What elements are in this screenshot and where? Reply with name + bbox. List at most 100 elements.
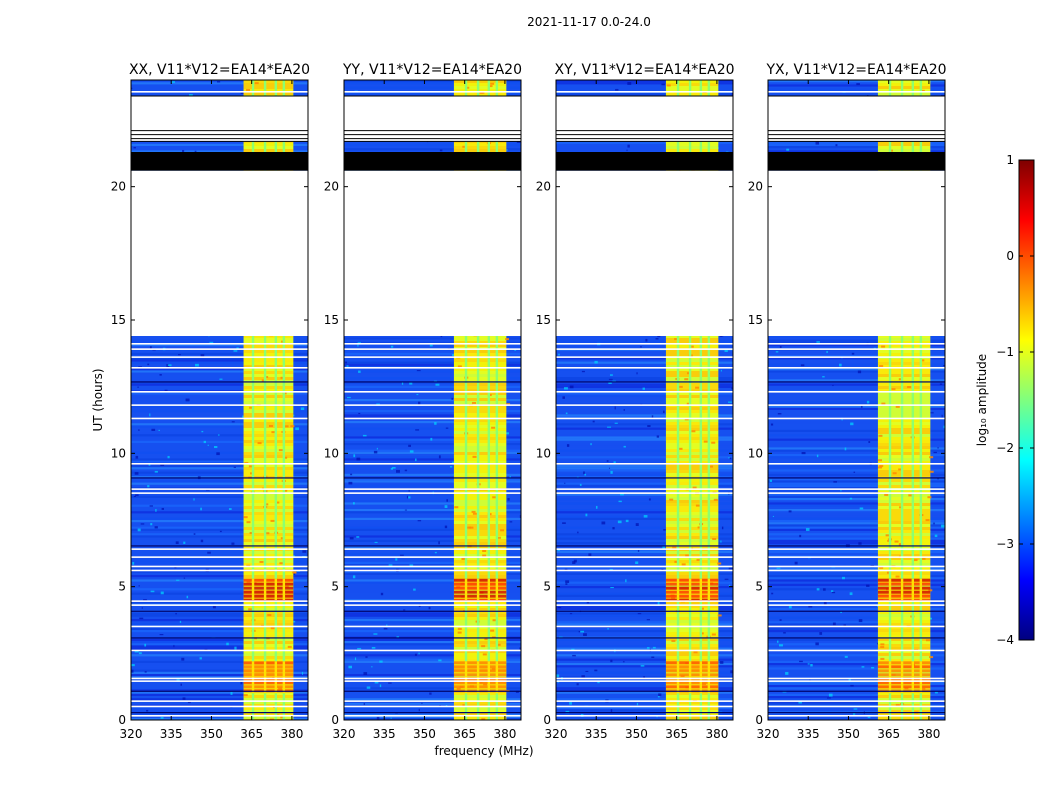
rfi-hot-speck bbox=[666, 84, 671, 87]
rfi-band-row bbox=[665, 473, 719, 476]
rfi-hot-speck bbox=[490, 629, 495, 632]
noise-speck bbox=[451, 461, 456, 464]
noise-row bbox=[556, 658, 733, 661]
noise-row bbox=[556, 614, 733, 617]
rfi-band-row bbox=[243, 551, 294, 554]
rfi-band-row bbox=[453, 431, 507, 434]
rfi-band-row bbox=[665, 371, 719, 374]
noise-speck bbox=[358, 370, 361, 373]
rfi-band-row bbox=[453, 623, 507, 626]
y-tick-label: 10 bbox=[111, 446, 126, 460]
noise-speck bbox=[815, 141, 819, 145]
y-tick-label: 0 bbox=[118, 713, 126, 727]
noise-speck bbox=[200, 539, 204, 543]
rfi-band-row bbox=[877, 557, 931, 560]
rfi-band-row bbox=[243, 647, 294, 650]
noise-speck bbox=[565, 412, 568, 415]
noise-row bbox=[344, 643, 521, 646]
noise-speck bbox=[133, 146, 136, 149]
rfi-band-row bbox=[665, 344, 719, 347]
noise-row bbox=[556, 436, 733, 439]
rfi-hot-speck bbox=[472, 512, 477, 515]
rfi-band-row bbox=[665, 512, 719, 515]
noise-speck bbox=[396, 469, 400, 473]
rfi-band-row bbox=[665, 146, 719, 149]
noise-speck bbox=[146, 709, 149, 712]
rfi-band-row bbox=[877, 656, 931, 659]
noise-row bbox=[131, 645, 308, 648]
noise-row bbox=[131, 436, 308, 439]
rfi-band-row bbox=[877, 566, 931, 569]
rfi-band-row bbox=[665, 410, 719, 413]
noise-speck bbox=[576, 683, 579, 686]
noise-speck bbox=[187, 701, 191, 704]
flagged-region bbox=[131, 96, 308, 142]
noise-speck bbox=[724, 349, 728, 352]
rfi-band-row bbox=[453, 500, 507, 503]
rfi-band-row bbox=[453, 425, 507, 428]
dense-flag-block bbox=[131, 152, 308, 171]
noise-row bbox=[768, 383, 945, 386]
rfi-band-row bbox=[453, 656, 507, 659]
panel-frame bbox=[555, 79, 734, 721]
flag-row bbox=[556, 343, 733, 345]
noise-speck bbox=[785, 671, 789, 675]
flag-row bbox=[556, 556, 733, 558]
rfi-band-row bbox=[453, 473, 507, 476]
bright-burst-row bbox=[665, 578, 719, 582]
rfi-band-row bbox=[877, 149, 931, 152]
rfi-band-row bbox=[453, 563, 507, 566]
burst-gap bbox=[282, 578, 286, 600]
rfi-band-row bbox=[453, 602, 507, 605]
dark-row bbox=[556, 477, 733, 479]
noise-row bbox=[344, 638, 521, 641]
rfi-hot-speck bbox=[292, 571, 297, 574]
rfi-band-row bbox=[665, 566, 719, 569]
rfi-hot-speck bbox=[264, 503, 269, 506]
rfi-hot-speck bbox=[669, 498, 674, 501]
rfi-band-row bbox=[453, 503, 507, 506]
rfi-band-row bbox=[243, 80, 294, 83]
rfi-band-row bbox=[243, 344, 294, 347]
noise-speck bbox=[556, 674, 560, 678]
noise-row bbox=[768, 469, 945, 472]
rfi-band-row bbox=[877, 632, 931, 635]
noise-speck bbox=[144, 643, 147, 647]
rfi-band-row bbox=[665, 416, 719, 419]
noise-speck bbox=[849, 592, 853, 596]
noise-speck bbox=[376, 447, 378, 450]
noise-speck bbox=[643, 676, 645, 679]
dark-row bbox=[131, 690, 308, 692]
noise-speck bbox=[645, 338, 648, 342]
rfi-hot-speck bbox=[879, 465, 884, 468]
noise-row bbox=[131, 630, 308, 633]
noise-speck bbox=[776, 640, 779, 643]
rfi-band-row bbox=[877, 350, 931, 353]
noise-speck bbox=[581, 675, 585, 678]
dark-row bbox=[556, 637, 733, 639]
noise-row bbox=[344, 581, 521, 584]
noise-row bbox=[556, 577, 733, 580]
rfi-band-row bbox=[877, 428, 931, 431]
flag-row bbox=[131, 680, 308, 682]
colorbar-tick-label: −3 bbox=[996, 537, 1014, 551]
rfi-band-row bbox=[665, 656, 719, 659]
rfi-band-row bbox=[665, 527, 719, 530]
noise-row bbox=[131, 465, 308, 468]
noise-speck bbox=[509, 476, 511, 479]
y-tick-label: 0 bbox=[755, 713, 763, 727]
noise-row bbox=[556, 359, 733, 362]
noise-row bbox=[344, 385, 521, 388]
noise-speck bbox=[150, 523, 153, 526]
y-tick-label: 15 bbox=[111, 313, 126, 327]
flag-row bbox=[556, 649, 733, 652]
colorbar-ticks: 10−1−2−3−4 bbox=[996, 153, 1034, 647]
flag-row bbox=[344, 548, 521, 550]
noise-speck bbox=[356, 457, 361, 461]
rfi-band-row bbox=[243, 353, 294, 356]
noise-speck bbox=[798, 700, 802, 704]
rfi-band-row bbox=[877, 143, 931, 146]
noise-speck bbox=[159, 633, 164, 636]
rfi-hot-speck bbox=[907, 386, 912, 389]
noise-row bbox=[768, 630, 945, 633]
